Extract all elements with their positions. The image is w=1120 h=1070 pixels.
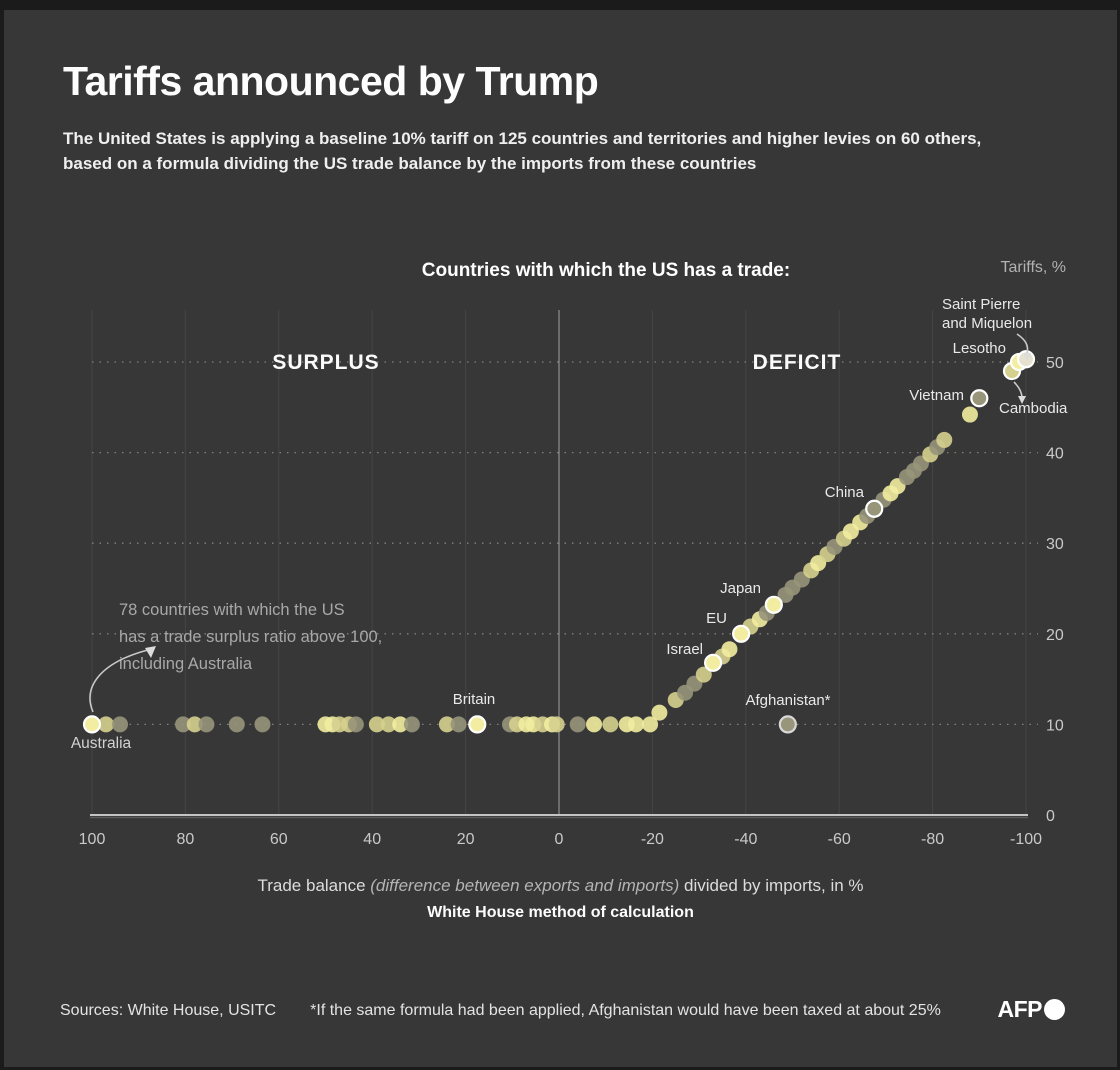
data-point-labeled — [732, 624, 751, 643]
data-point — [936, 431, 953, 448]
annotation-arrow-saint-pierre — [1016, 333, 1029, 355]
label-china: China — [825, 484, 865, 501]
grid-layer — [91, 310, 1038, 815]
subtitle: The United States is applying a baseline… — [63, 127, 981, 176]
annotation-arrowhead-saint-pierre — [1023, 353, 1031, 361]
x-tick-label: -40 — [734, 831, 757, 848]
data-point — [569, 716, 586, 733]
data-point-labeled — [970, 389, 989, 408]
data-point — [961, 406, 978, 423]
data-point — [112, 716, 129, 733]
label-australia: Australia — [71, 735, 132, 752]
y-axis-unit-label: Tariffs, % — [1001, 259, 1067, 276]
scatter-chart: 100 80 60 40 20 0 -20 -40 -60 -80 -10001020304050 … — [71, 259, 1068, 848]
y-tick-label: 10 — [1046, 717, 1064, 734]
label-cambodia: Cambodia — [999, 400, 1068, 417]
data-point — [254, 716, 271, 733]
annotation-arrowhead-78 — [145, 646, 156, 658]
data-point-labeled — [1016, 350, 1036, 369]
data-point — [642, 716, 659, 733]
label-israel: Israel — [666, 641, 703, 658]
x-tick-label: -80 — [921, 831, 944, 848]
data-point-labeled — [82, 715, 102, 734]
sources-text: Sources: White House, USITC — [60, 1002, 277, 1019]
caption-part2-italic: (difference between exports and imports) — [370, 876, 680, 895]
annotation-78-line3: including Australia — [119, 655, 253, 673]
annotation-78-line1: 78 countries with which the US — [119, 601, 345, 619]
data-point — [695, 666, 712, 683]
x-tick-label: -20 — [641, 831, 664, 848]
x-tick-label: 0 — [555, 831, 564, 848]
label-vietnam: Vietnam — [909, 387, 964, 404]
caption-part1: Trade balance — [257, 876, 371, 895]
page-title: Tariffs announced by Trump — [63, 58, 599, 104]
x-tick-label: 40 — [363, 831, 381, 848]
data-point — [392, 716, 409, 733]
chart-title: Countries with which the US has a trade: — [422, 260, 790, 281]
data-point — [198, 716, 215, 733]
x-tick-label: 100 — [79, 831, 106, 848]
data-point — [347, 716, 364, 733]
annotation-arrow-cambodia — [1013, 381, 1023, 399]
data-point — [602, 716, 619, 733]
data-point — [368, 716, 385, 733]
x-tick-label: -100 — [1010, 831, 1042, 848]
x-tick-label: -60 — [828, 831, 851, 848]
footnote-text: *If the same formula had been applied, A… — [310, 1002, 941, 1019]
x-tick-label: 80 — [177, 831, 195, 848]
data-point — [228, 716, 245, 733]
annotation-arrow-78 — [89, 649, 149, 713]
data-point — [403, 716, 420, 733]
zone-label-surplus: SURPLUS — [272, 351, 379, 374]
data-point — [380, 716, 397, 733]
afp-logo-text: AFP — [997, 996, 1043, 1022]
data-point — [721, 641, 738, 658]
label-japan: Japan — [720, 580, 761, 597]
y-tick-label: 40 — [1046, 446, 1064, 463]
data-point — [186, 716, 203, 733]
label-lesotho: Lesotho — [953, 340, 1006, 357]
x-tick-label: 20 — [457, 831, 475, 848]
caption-method: White House method of calculation — [427, 904, 694, 921]
data-point — [628, 716, 645, 733]
label-afghanistan: Afghanistan* — [745, 692, 830, 709]
annotation-arrowhead-cambodia — [1018, 396, 1026, 404]
data-point-labeled — [778, 715, 797, 734]
caption-part3: divided by imports, in % — [679, 876, 864, 895]
x-tick-label: 60 — [270, 831, 288, 848]
afp-logo-dot-icon — [1044, 999, 1065, 1020]
subtitle-line-2: based on a formula dividing the US trade… — [63, 153, 757, 173]
data-points-layer — [82, 350, 1036, 734]
x-axis-caption: Trade balance (difference between export… — [4, 876, 1117, 896]
data-point-labeled — [704, 653, 723, 672]
data-point — [175, 716, 192, 733]
data-point-labeled — [468, 715, 487, 734]
y-tick-label: 30 — [1046, 536, 1064, 553]
data-point — [450, 716, 467, 733]
data-point — [651, 704, 668, 721]
data-point — [98, 716, 115, 733]
zone-label-deficit: DEFICIT — [753, 351, 842, 374]
annotation-78-line2: has a trade surplus ratio above 100, — [119, 628, 382, 646]
y-tick-label: 20 — [1046, 627, 1064, 644]
data-point-labeled — [865, 499, 884, 518]
label-saint-pierre-line2: and Miquelon — [942, 315, 1032, 332]
label-eu: EU — [706, 610, 727, 627]
data-point — [586, 716, 603, 733]
y-tick-label: 50 — [1046, 355, 1064, 372]
data-point — [548, 716, 565, 733]
label-saint-pierre-line1: Saint Pierre — [942, 296, 1020, 313]
label-britain: Britain — [453, 691, 496, 708]
afp-logo: AFP — [997, 996, 1065, 1023]
data-point-labeled — [764, 595, 783, 614]
subtitle-line-1: The United States is applying a baseline… — [63, 129, 982, 148]
data-point — [438, 716, 455, 733]
y-tick-label: 0 — [1046, 808, 1055, 825]
